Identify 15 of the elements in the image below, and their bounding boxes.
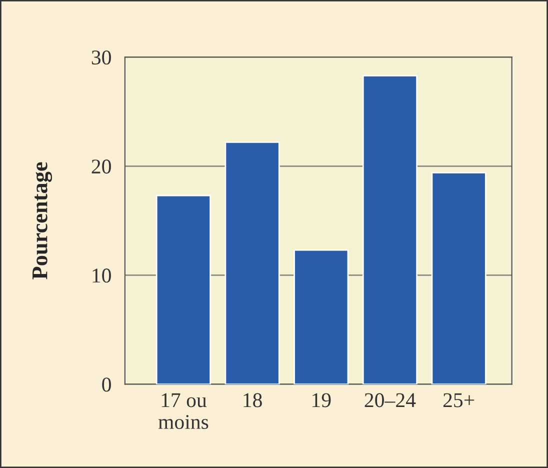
y-tick-label: 20 [92,160,111,174]
x-tick-label: 20–24 [364,393,416,408]
bar [431,172,486,384]
y-tick-label: 10 [92,268,111,283]
bar [156,194,211,384]
bar [362,74,418,384]
x-tick-label: 17 ou moins [158,393,208,430]
y-tick-label: 30 [92,50,111,65]
x-tick-label: 25+ [443,393,474,408]
x-tick-label: 19 [312,393,331,408]
bar [224,141,280,384]
x-tick-label: 18 [244,393,262,408]
bar [294,249,349,384]
y-tick-label: 0 [102,378,111,392]
y-axis-title: Pourcentage [32,162,52,280]
